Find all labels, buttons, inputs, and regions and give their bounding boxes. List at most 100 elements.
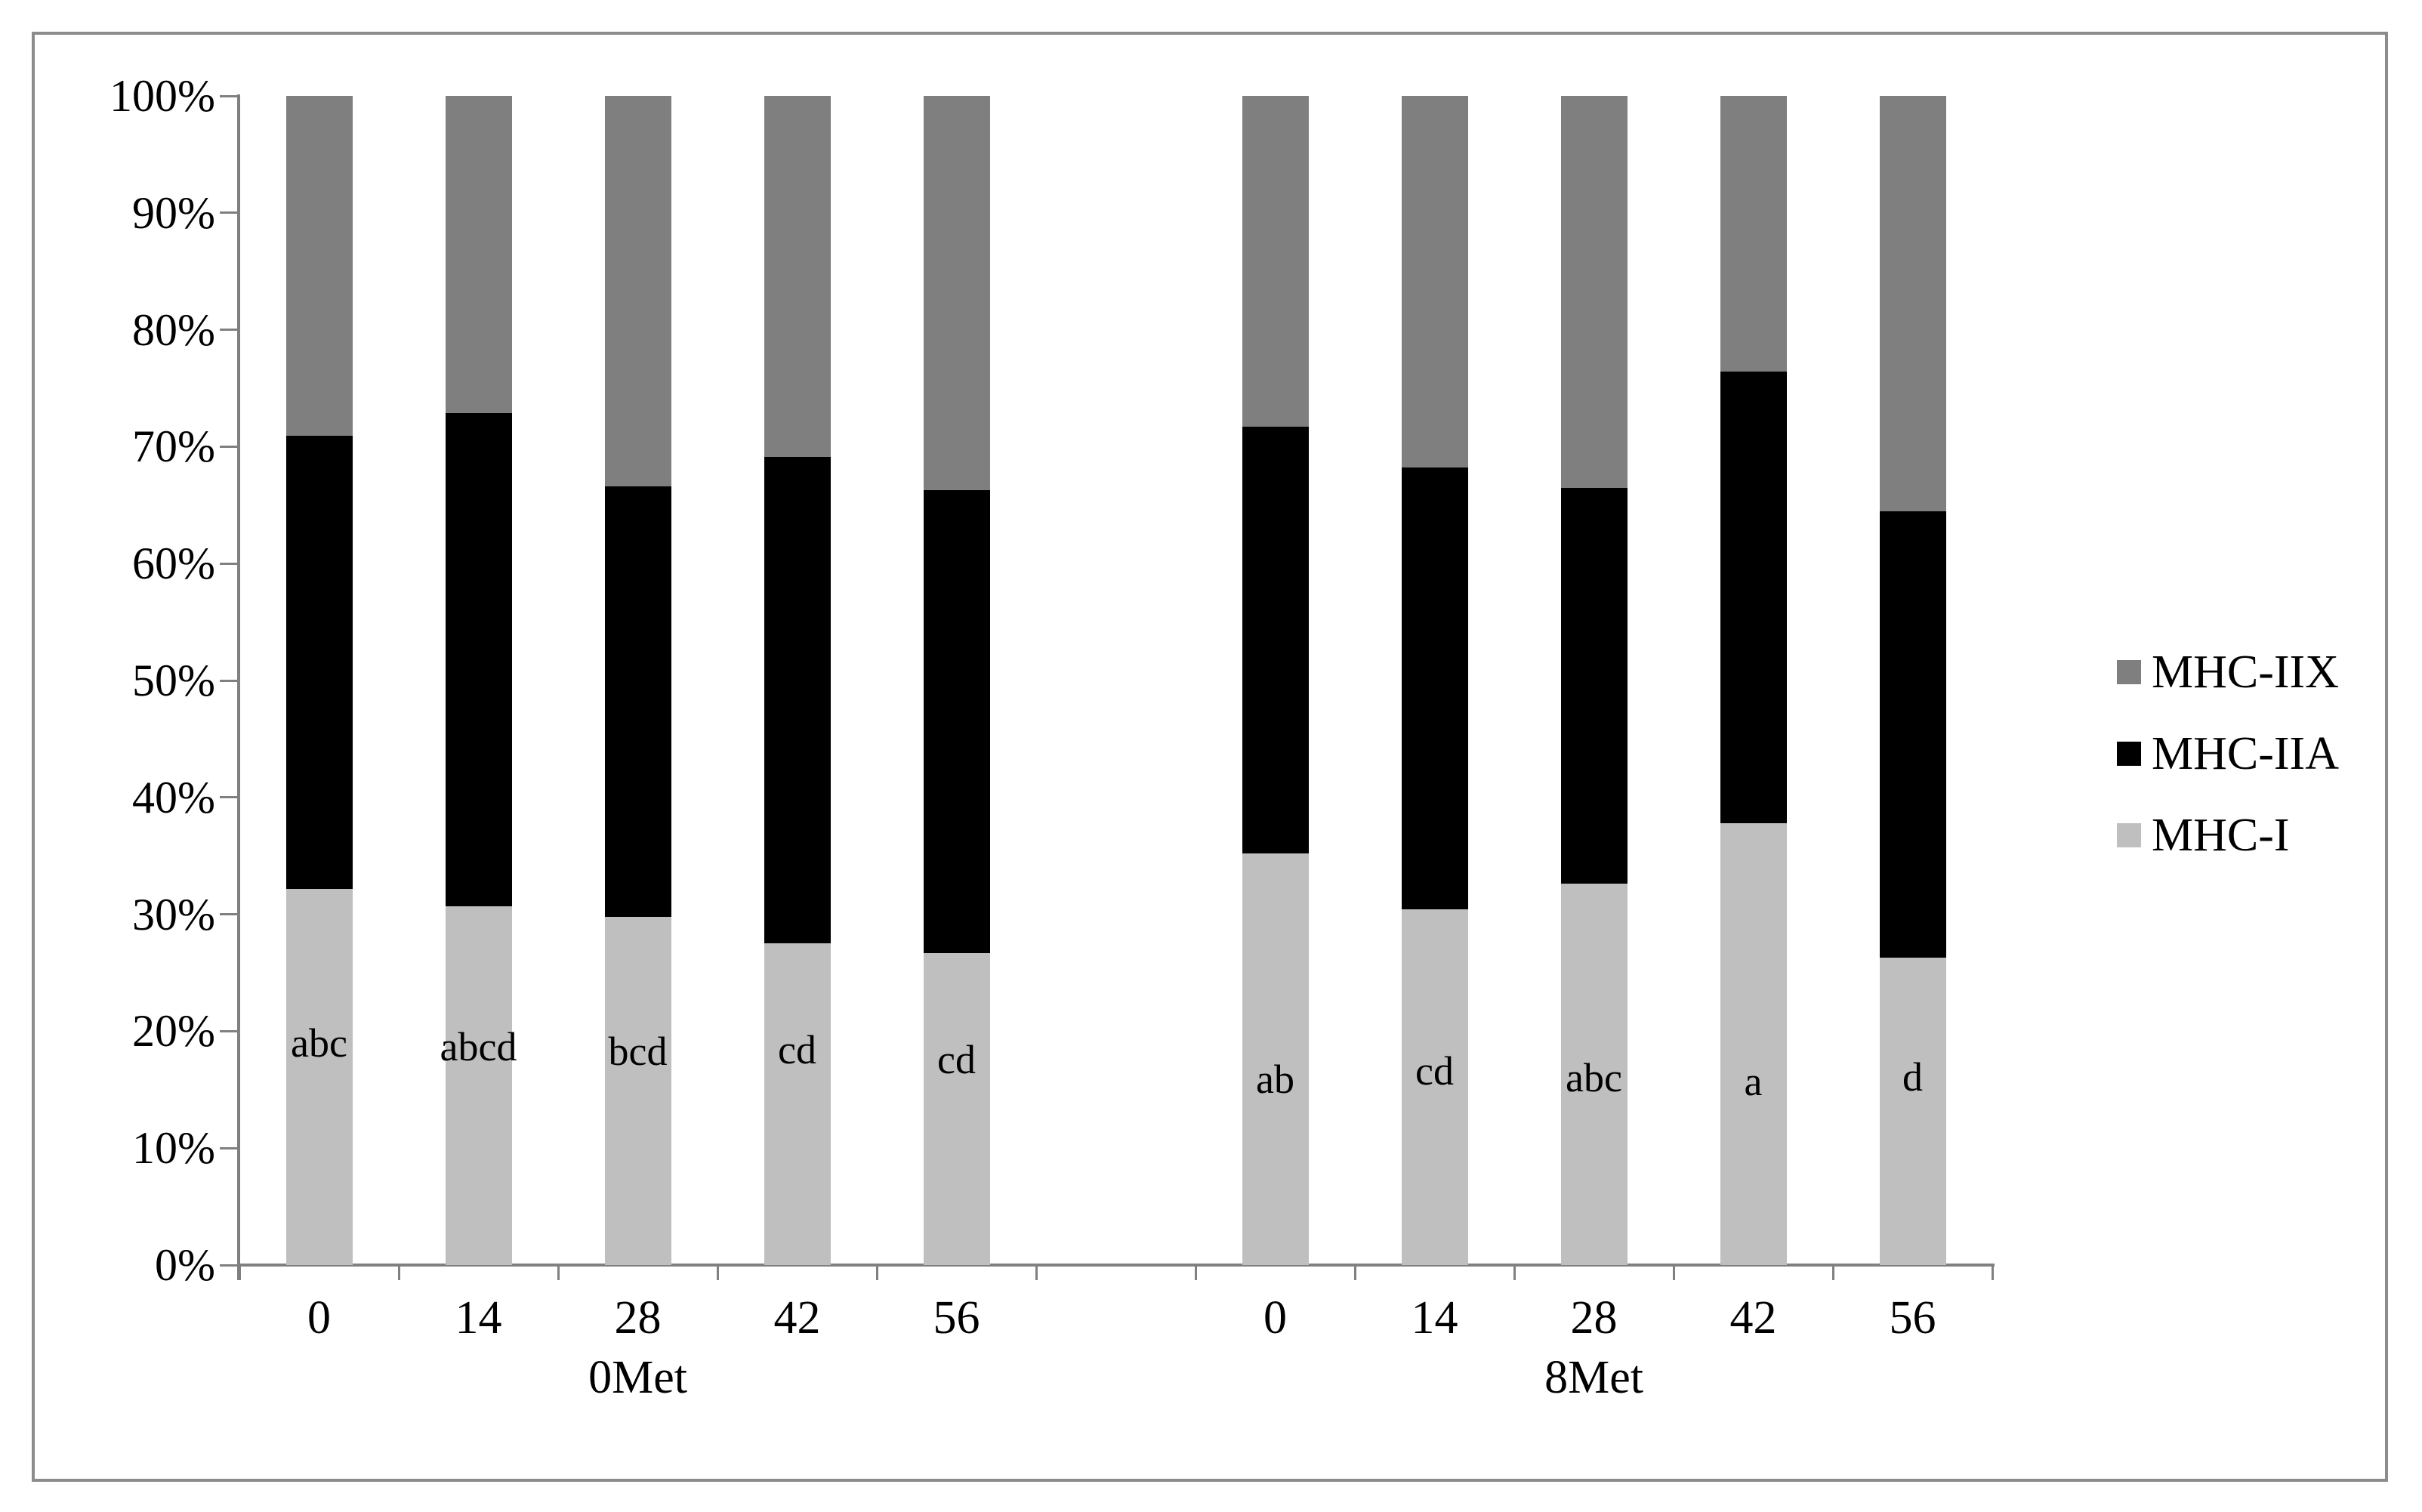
bar-segment-mhc-i: [285, 888, 353, 1265]
bar-segment-mhc-iix: [1879, 96, 1946, 511]
bar-annotation: bcd: [608, 1028, 668, 1074]
bar-segment-mhc-i: [1879, 957, 1946, 1265]
bar-segment-mhc-iix: [445, 96, 512, 413]
bar-segment-mhc-i: [604, 916, 671, 1265]
x-axis-group-label: 8Met: [1544, 1352, 1643, 1403]
x-axis-tick: [716, 1265, 719, 1280]
bar-segment-mhc-iia: [923, 489, 990, 953]
bar-segment-mhc-iix: [1242, 96, 1309, 427]
bar-annotation: ab: [1256, 1056, 1294, 1102]
bar-segment-mhc-iix: [1401, 96, 1468, 468]
bar-segment-mhc-iia: [285, 436, 353, 889]
legend-swatch-mhc-iia: [2117, 742, 2141, 766]
legend-label: MHC-IIX: [2152, 646, 2339, 698]
x-axis-tick: [1035, 1265, 1038, 1280]
x-axis-tick: [397, 1265, 400, 1280]
x-axis-category-label: 56: [933, 1292, 980, 1344]
legend-label: MHC-IIA: [2152, 728, 2339, 779]
bar-segment-mhc-iix: [604, 96, 671, 487]
y-axis-tick: [220, 679, 239, 682]
bar-annotation: cd: [937, 1036, 976, 1082]
x-axis-category-label: 0: [1263, 1292, 1287, 1344]
bar-segment-mhc-iia: [1560, 487, 1628, 884]
bar-segment-mhc-iix: [285, 96, 353, 437]
bar-segment-mhc-iix: [764, 96, 831, 458]
y-axis-label: 10%: [132, 1123, 215, 1174]
bar-segment-mhc-iix: [1720, 96, 1787, 372]
x-axis-tick: [1353, 1265, 1356, 1280]
y-axis-tick: [220, 94, 239, 97]
bar-segment-mhc-iix: [923, 96, 990, 490]
y-axis-tick: [220, 1264, 239, 1267]
bar-segment-mhc-i: [445, 906, 512, 1265]
x-axis-group-label: 0Met: [588, 1352, 687, 1403]
y-axis-tick: [220, 913, 239, 916]
y-axis-label: 30%: [132, 889, 215, 940]
bar-segment-mhc-iia: [1242, 427, 1309, 854]
x-axis-tick: [1513, 1265, 1516, 1280]
bar-segment-mhc-iia: [1401, 467, 1468, 910]
bar-segment-mhc-iia: [604, 486, 671, 917]
x-axis-tick: [1194, 1265, 1197, 1280]
y-axis-tick: [220, 796, 239, 799]
x-axis-category-label: 0: [307, 1292, 331, 1344]
x-axis-category-label: 28: [1570, 1292, 1618, 1344]
bar-segment-mhc-i: [1560, 884, 1628, 1265]
y-axis-tick: [220, 1029, 239, 1032]
y-axis-line: [237, 94, 240, 1280]
x-axis-tick: [1672, 1265, 1675, 1280]
x-axis-category-label: 14: [455, 1292, 502, 1344]
y-axis-tick: [220, 1146, 239, 1149]
bar-segment-mhc-i: [923, 952, 990, 1265]
x-axis-tick: [557, 1265, 560, 1280]
x-axis-category-label: 28: [614, 1292, 662, 1344]
legend-item: MHC-I: [2117, 811, 2339, 859]
y-axis-label: 0%: [155, 1240, 215, 1290]
x-axis-tick: [875, 1265, 878, 1280]
legend-swatch-mhc-i: [2117, 823, 2141, 847]
bar-annotation: abc: [1566, 1055, 1622, 1101]
legend: MHC-IIX MHC-IIA MHC-I: [2117, 648, 2339, 893]
y-axis-label: 20%: [132, 1006, 215, 1057]
y-axis-tick: [220, 329, 239, 332]
y-axis-tick: [220, 211, 239, 214]
x-axis-tick: [1991, 1265, 1994, 1280]
bar-segment-mhc-i: [1242, 853, 1309, 1265]
y-axis-tick: [220, 562, 239, 565]
legend-label: MHC-I: [2152, 810, 2290, 861]
bar-annotation: cd: [1415, 1048, 1454, 1094]
x-axis-tick: [238, 1265, 241, 1280]
y-axis-label: 80%: [132, 304, 215, 355]
bar-segment-mhc-iia: [1879, 511, 1946, 958]
x-axis-category-label: 42: [1729, 1292, 1777, 1344]
bar-annotation: cd: [778, 1027, 816, 1073]
y-axis-label: 90%: [132, 187, 215, 238]
bar-segment-mhc-iia: [1720, 372, 1787, 823]
x-axis-tick: [1831, 1265, 1834, 1280]
y-axis-label: 70%: [132, 421, 215, 472]
x-axis-line: [239, 1264, 1995, 1267]
y-axis-tick: [220, 445, 239, 448]
bar-segment-mhc-iix: [1560, 96, 1628, 488]
bar-segment-mhc-i: [1401, 909, 1468, 1265]
bar-segment-mhc-i: [764, 943, 831, 1265]
x-axis-category-label: 56: [1889, 1292, 1936, 1344]
bar-annotation: abcd: [440, 1023, 517, 1069]
bar-annotation: abc: [291, 1020, 347, 1066]
bar-annotation: a: [1744, 1058, 1763, 1104]
bar-segment-mhc-iia: [764, 457, 831, 944]
bar-segment-mhc-iia: [445, 412, 512, 906]
chart-frame: [32, 32, 2388, 1482]
legend-swatch-mhc-iix: [2117, 660, 2141, 684]
bar-segment-mhc-i: [1720, 822, 1787, 1265]
y-axis-label: 100%: [110, 71, 215, 121]
y-axis-label: 40%: [132, 772, 215, 822]
bar-annotation: d: [1902, 1054, 1923, 1100]
x-axis-category-label: 14: [1411, 1292, 1458, 1344]
legend-item: MHC-IIX: [2117, 648, 2339, 696]
y-axis-label: 50%: [132, 656, 215, 705]
legend-item: MHC-IIA: [2117, 730, 2339, 778]
x-axis-category-label: 42: [773, 1292, 821, 1344]
